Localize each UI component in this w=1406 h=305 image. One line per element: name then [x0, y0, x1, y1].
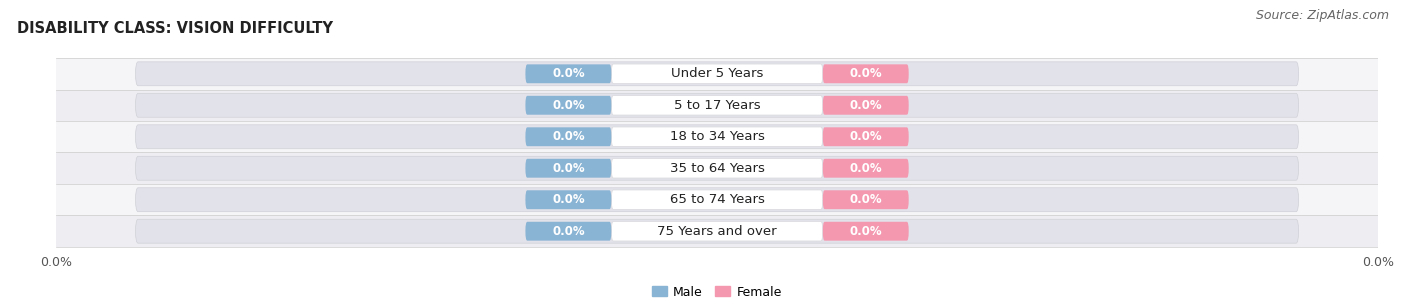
Text: 0.0%: 0.0%	[553, 67, 585, 80]
Text: 5 to 17 Years: 5 to 17 Years	[673, 99, 761, 112]
Text: 18 to 34 Years: 18 to 34 Years	[669, 130, 765, 143]
FancyBboxPatch shape	[612, 95, 823, 115]
Legend: Male, Female: Male, Female	[652, 285, 782, 299]
FancyBboxPatch shape	[823, 159, 908, 178]
FancyBboxPatch shape	[526, 64, 612, 83]
FancyBboxPatch shape	[135, 188, 1299, 212]
Text: 35 to 64 Years: 35 to 64 Years	[669, 162, 765, 175]
FancyBboxPatch shape	[526, 159, 612, 178]
Text: DISABILITY CLASS: VISION DIFFICULTY: DISABILITY CLASS: VISION DIFFICULTY	[17, 21, 333, 36]
FancyBboxPatch shape	[823, 222, 908, 241]
FancyBboxPatch shape	[135, 219, 1299, 243]
FancyBboxPatch shape	[823, 190, 908, 209]
FancyBboxPatch shape	[135, 62, 1299, 86]
FancyBboxPatch shape	[823, 64, 908, 83]
FancyBboxPatch shape	[612, 190, 823, 210]
Bar	[56, 215, 1378, 247]
Text: 65 to 74 Years: 65 to 74 Years	[669, 193, 765, 206]
Text: 75 Years and over: 75 Years and over	[657, 225, 778, 238]
FancyBboxPatch shape	[135, 93, 1299, 117]
Text: Source: ZipAtlas.com: Source: ZipAtlas.com	[1256, 9, 1389, 22]
Text: 0.0%: 0.0%	[849, 130, 882, 143]
Bar	[56, 90, 1378, 121]
FancyBboxPatch shape	[526, 222, 612, 241]
FancyBboxPatch shape	[526, 96, 612, 115]
Bar	[56, 152, 1378, 184]
FancyBboxPatch shape	[612, 221, 823, 241]
Text: 0.0%: 0.0%	[849, 99, 882, 112]
Bar	[56, 121, 1378, 152]
FancyBboxPatch shape	[135, 125, 1299, 149]
FancyBboxPatch shape	[526, 190, 612, 209]
FancyBboxPatch shape	[612, 64, 823, 84]
Text: 0.0%: 0.0%	[849, 67, 882, 80]
Text: 0.0%: 0.0%	[849, 193, 882, 206]
FancyBboxPatch shape	[823, 127, 908, 146]
Text: 0.0%: 0.0%	[849, 225, 882, 238]
Text: Under 5 Years: Under 5 Years	[671, 67, 763, 80]
FancyBboxPatch shape	[526, 127, 612, 146]
Text: 0.0%: 0.0%	[553, 130, 585, 143]
Text: 0.0%: 0.0%	[553, 225, 585, 238]
FancyBboxPatch shape	[135, 156, 1299, 180]
FancyBboxPatch shape	[612, 127, 823, 146]
FancyBboxPatch shape	[823, 96, 908, 115]
Bar	[56, 184, 1378, 215]
Text: 0.0%: 0.0%	[553, 99, 585, 112]
Bar	[56, 58, 1378, 90]
Text: 0.0%: 0.0%	[553, 193, 585, 206]
Text: 0.0%: 0.0%	[849, 162, 882, 175]
FancyBboxPatch shape	[612, 159, 823, 178]
Text: 0.0%: 0.0%	[553, 162, 585, 175]
